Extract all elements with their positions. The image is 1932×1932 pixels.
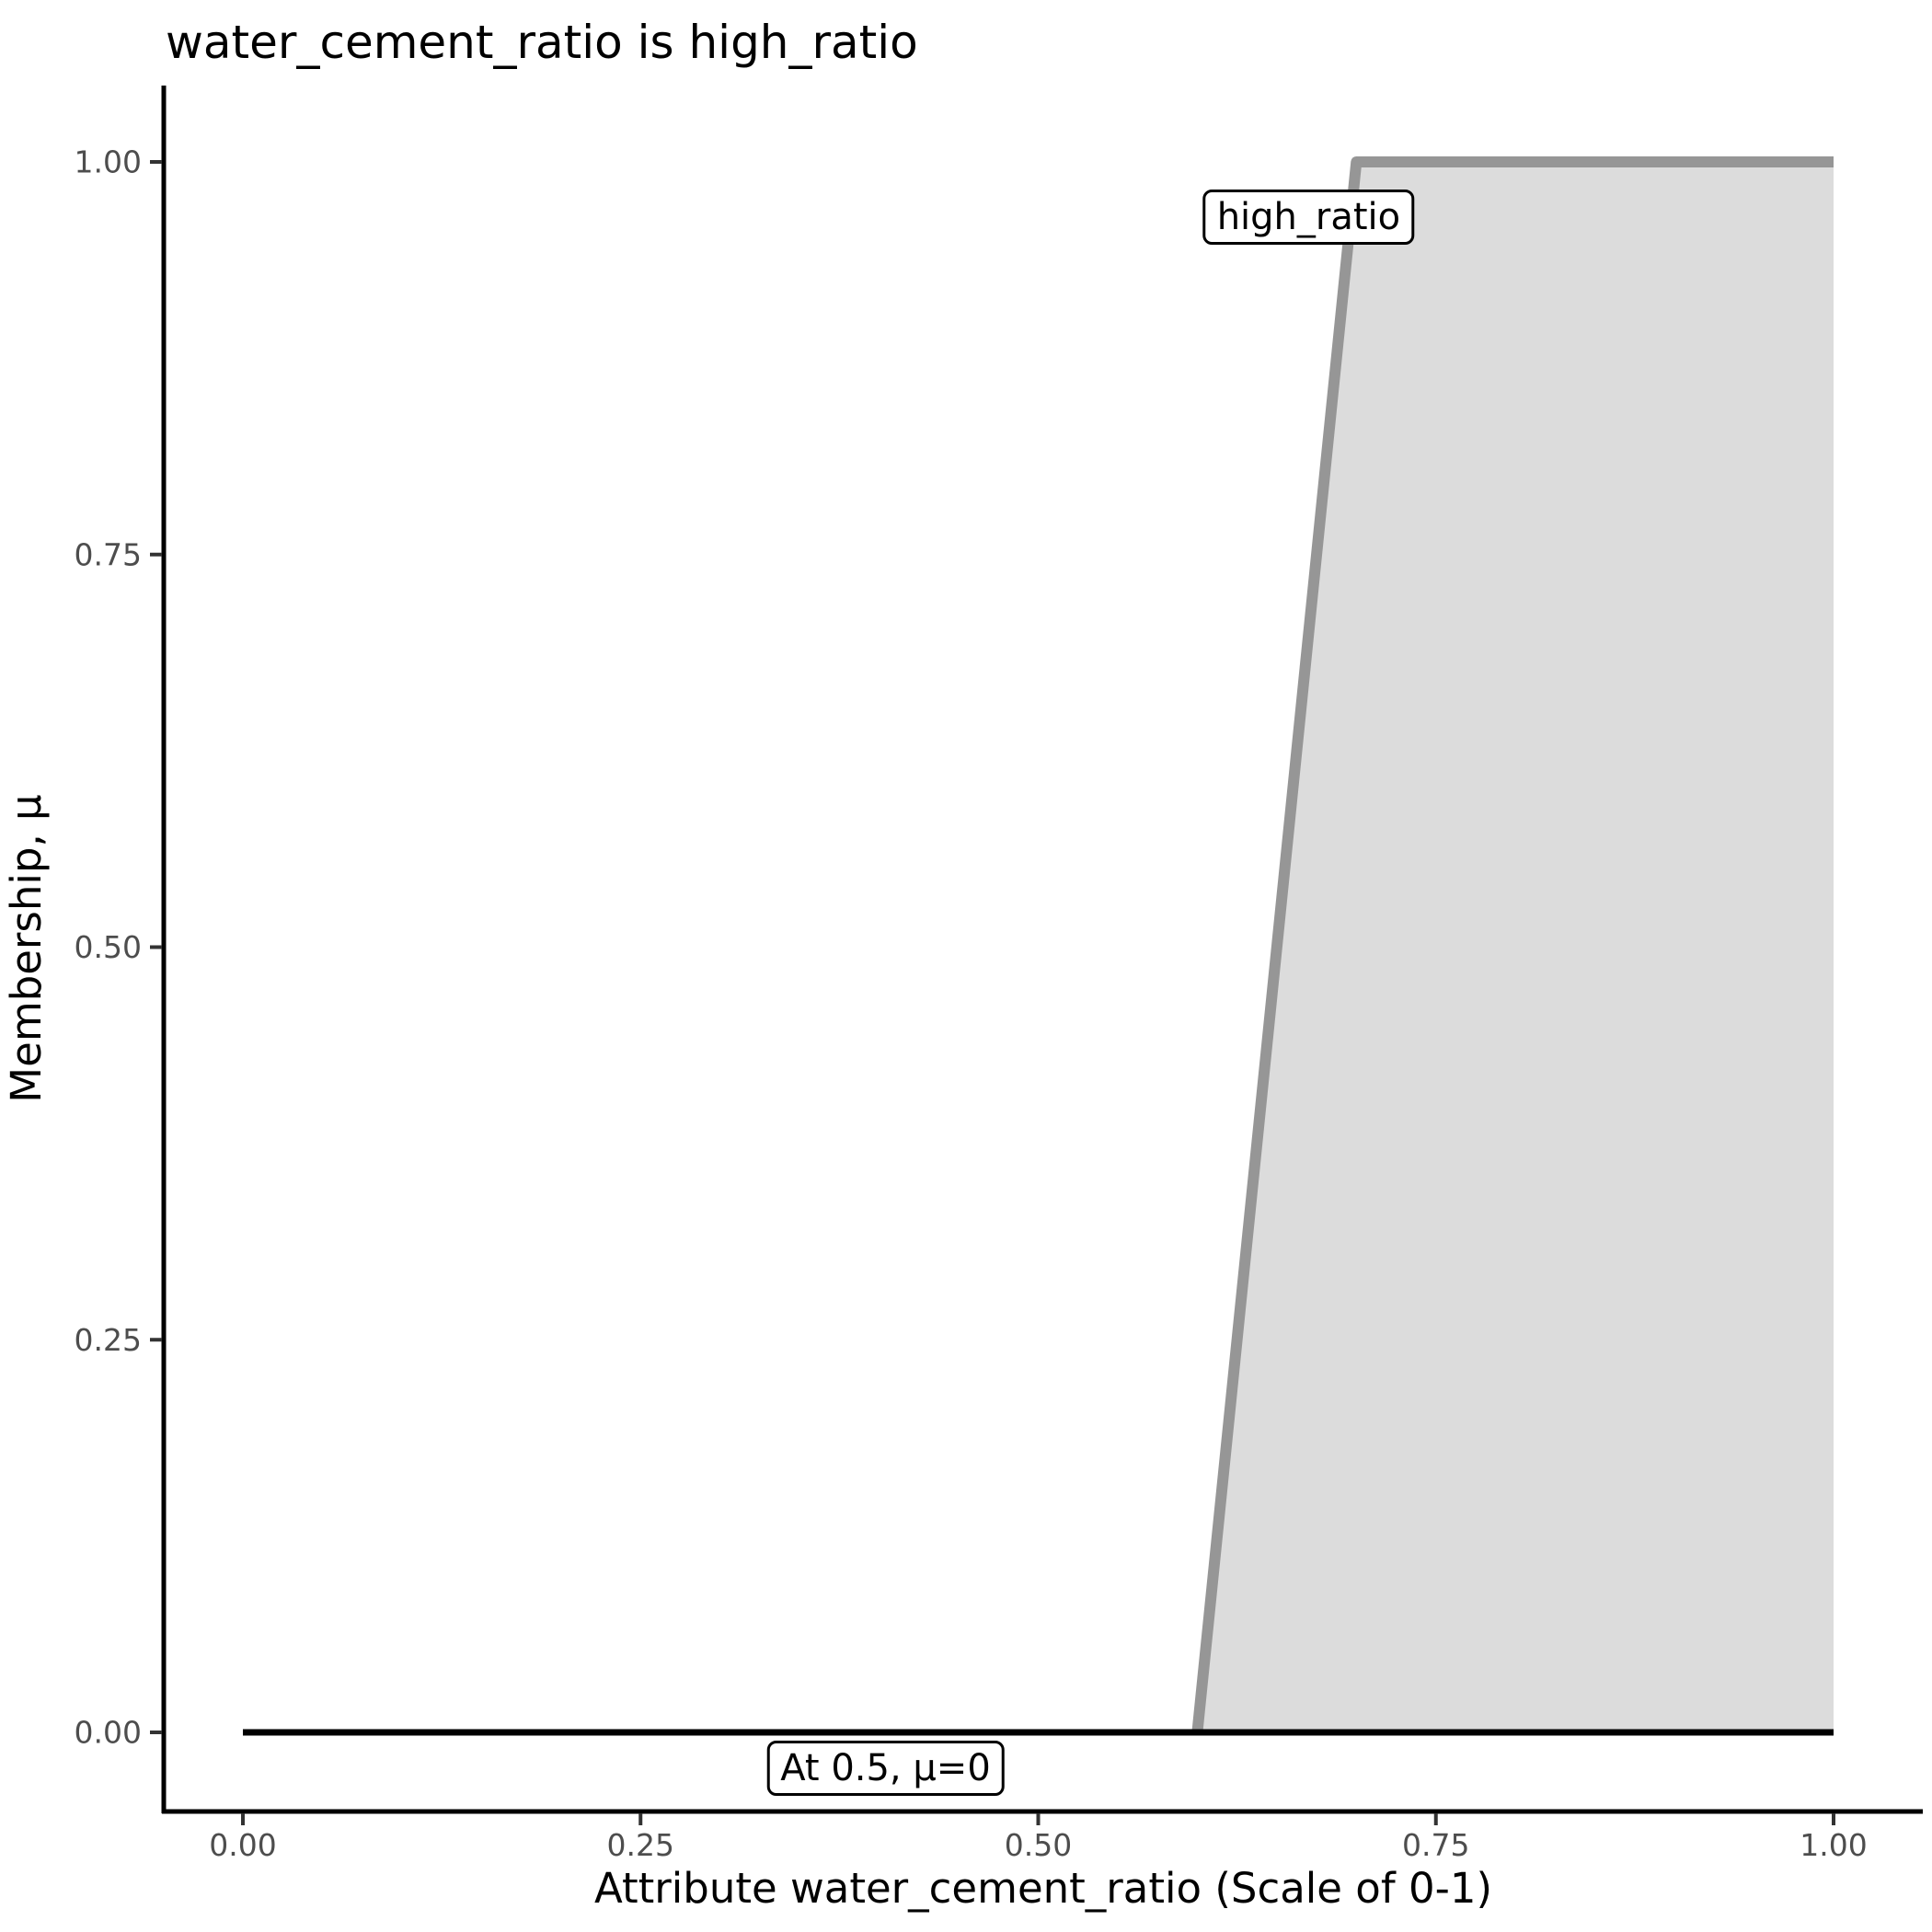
x-tick-label: 0.25 [607,1827,674,1863]
y-tick-label: 1.00 [75,144,142,180]
x-tick-label: 0.75 [1402,1827,1469,1863]
x-tick-label: 0.00 [209,1827,276,1863]
chart-generated-layer: 0.00 0.25 0.50 0.75 1.00 0.00 0.25 0.50 0.75 1.00 [75,86,1923,1863]
x-axis-title: Attribute water_cement_ratio (Scale of 0… [594,1864,1492,1913]
y-tick-label: 0.25 [75,1322,142,1358]
y-axis-title: Membership, μ [2,794,51,1102]
y-tick-label: 0.75 [75,536,142,572]
mu-at-0-point-5-label: At 0.5, μ=0 [766,1741,1005,1797]
y-tick-label: 0.00 [75,1715,142,1751]
y-tick-label: 0.50 [75,929,142,965]
x-tick-label: 1.00 [1800,1827,1867,1863]
high-ratio-membership-curve [1191,156,1834,1733]
x-tick-label: 0.50 [1005,1827,1072,1863]
high-ratio-membership-fill [1197,162,1834,1732]
chart-title: water_cement_ratio is high_ratio [166,16,918,69]
high-ratio-label: high_ratio [1202,189,1415,245]
